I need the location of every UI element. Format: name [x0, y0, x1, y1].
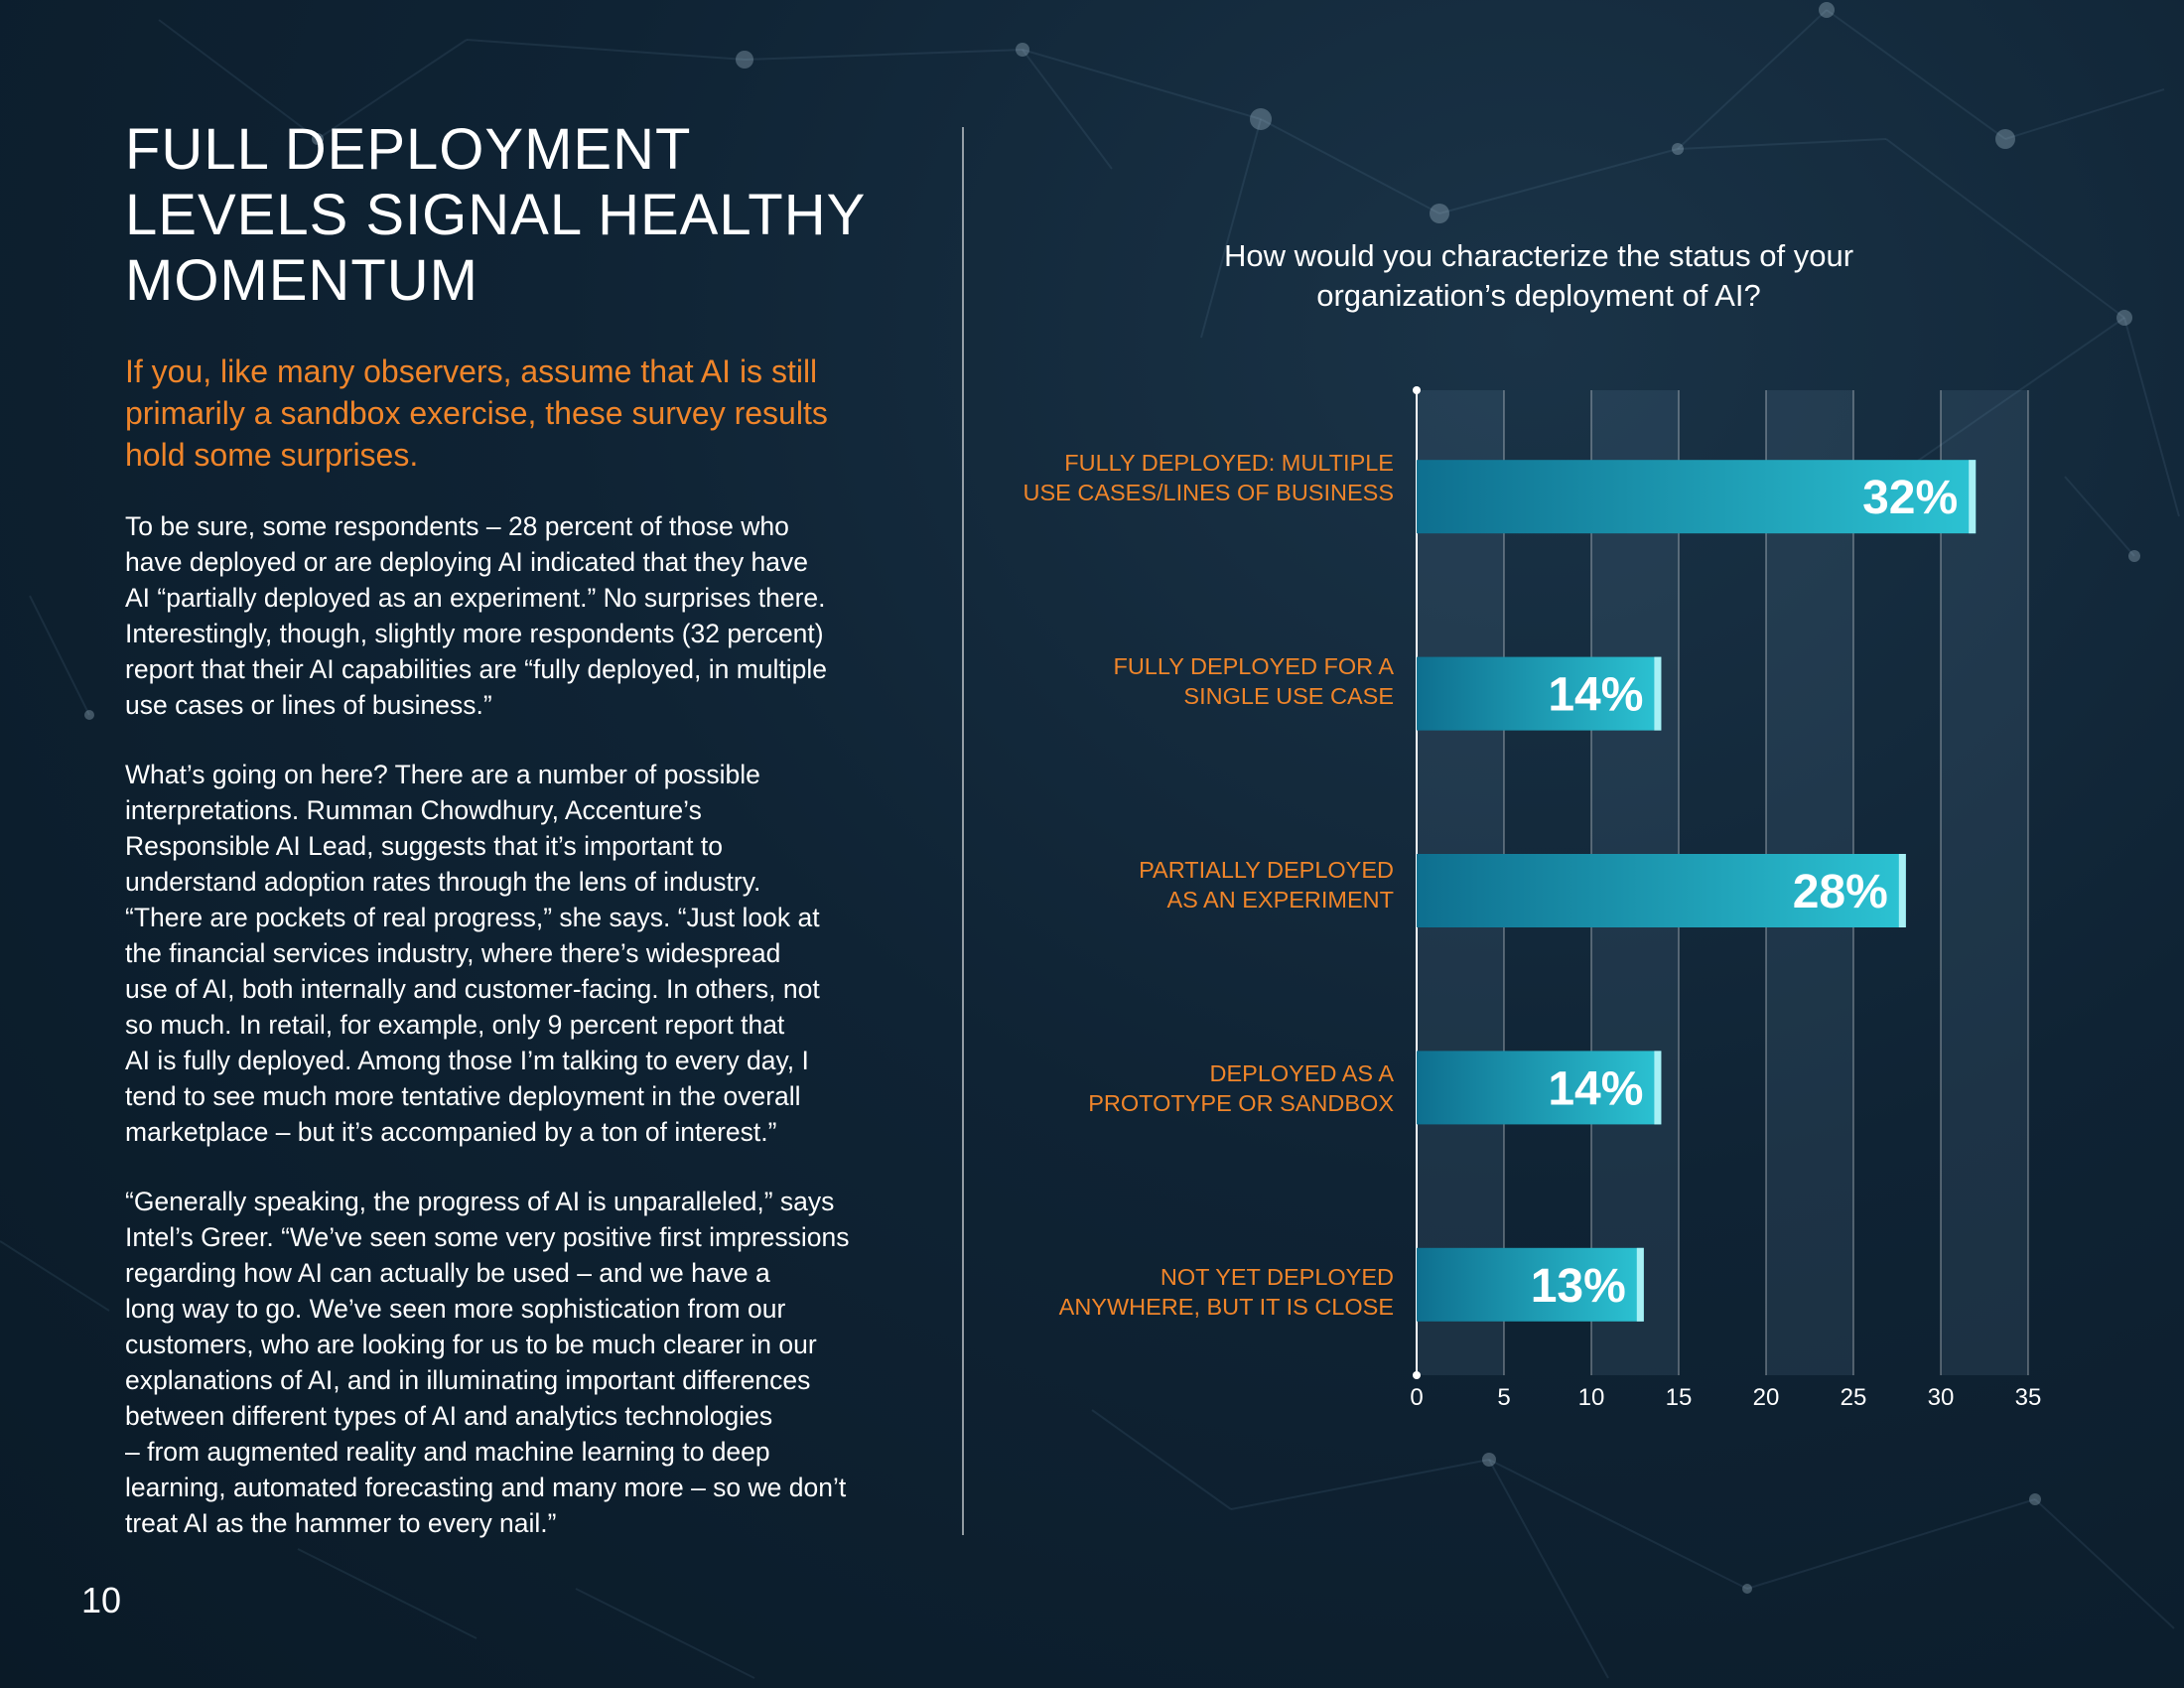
x-tick-label: 10: [1578, 1384, 1605, 1411]
bar: [1417, 656, 1662, 731]
axis-end-dot: [1413, 386, 1421, 394]
x-tick-label: 30: [1928, 1384, 1955, 1411]
body-line: use of AI, both internally and customer-…: [125, 974, 820, 1004]
body-line: AI is fully deployed. Among those I’m ta…: [125, 1046, 809, 1075]
body-line: Intel’s Greer. “We’ve seen some very pos…: [125, 1222, 850, 1252]
body-line: AI “partially deployed as an experiment.…: [125, 583, 826, 613]
body-line: marketplace – but it’s accompanied by a …: [125, 1117, 777, 1147]
bar: [1417, 1247, 1644, 1322]
category-label-line: DEPLOYED AS A: [1209, 1060, 1394, 1086]
bar-value-label: 13%: [1531, 1260, 1626, 1313]
category-label-line: FULLY DEPLOYED FOR A: [1113, 653, 1394, 679]
body-line: so much. In retail, for example, only 9 …: [125, 1010, 785, 1040]
bar: [1417, 460, 1977, 534]
body-line: explanations of AI, and in illuminating …: [125, 1365, 811, 1395]
bar-cap: [1654, 1051, 1662, 1125]
body-line: have deployed or are deploying AI indica…: [125, 547, 809, 577]
body-line: – from augmented reality and machine lea…: [125, 1437, 770, 1467]
bar-value-label: 14%: [1548, 669, 1643, 722]
category-label: FULLY DEPLOYED: MULTIPLE USE CASES/LINES…: [973, 448, 1395, 507]
body-line: To be sure, some respondents – 28 percen…: [125, 511, 789, 541]
category-label-line: USE CASES/LINES OF BUSINESS: [1023, 480, 1395, 505]
body-line: understand adoption rates through the le…: [125, 867, 761, 897]
body-text: To be sure, some respondents – 28 percen…: [125, 508, 939, 1541]
chart-title-line: How would you characterize the status of…: [1223, 238, 1854, 273]
lead-line: If you, like many observers, assume that…: [125, 353, 818, 389]
category-label-line: PROTOTYPE OR SANDBOX: [1088, 1090, 1394, 1116]
body-line: Responsible AI Lead, suggests that it’s …: [125, 831, 724, 861]
title-line: MOMENTUM: [125, 248, 478, 313]
category-label: NOT YET DEPLOYED ANYWHERE, BUT IT IS CLO…: [973, 1262, 1394, 1322]
body-line: interpretations. Rumman Chowdhury, Accen…: [125, 795, 702, 825]
x-tick-label: 35: [2015, 1384, 2042, 1411]
category-label: DEPLOYED AS A PROTOTYPE OR SANDBOX: [973, 1058, 1394, 1118]
category-label-line: ANYWHERE, BUT IT IS CLOSE: [1058, 1294, 1394, 1320]
grid-band: [1941, 390, 2028, 1375]
category-label-line: FULLY DEPLOYED: MULTIPLE: [1064, 450, 1394, 476]
x-tick-label: 25: [1841, 1384, 1867, 1411]
bar: [1417, 854, 1906, 927]
body-line: regarding how AI can actually be used – …: [125, 1258, 770, 1288]
column-divider: [962, 127, 964, 1535]
title-line: LEVELS SIGNAL HEALTHY: [125, 183, 867, 247]
body-line: “There are pockets of real progress,” sh…: [125, 903, 820, 932]
body-line: report that their AI capabilities are “f…: [125, 654, 828, 684]
lead-line: hold some surprises.: [125, 437, 419, 473]
x-tick-label: 20: [1753, 1384, 1780, 1411]
x-tick-label: 5: [1497, 1384, 1510, 1411]
bar-value-label: 28%: [1793, 866, 1888, 918]
category-label-line: PARTIALLY DEPLOYED: [1139, 857, 1394, 883]
axis-end-dot: [1413, 1371, 1421, 1379]
x-tick-label: 15: [1666, 1384, 1693, 1411]
chart-title: How would you characterize the status of…: [1142, 236, 1936, 316]
body-line: between different types of AI and analyt…: [125, 1401, 773, 1431]
x-tick-label: 0: [1410, 1384, 1423, 1411]
bar-cap: [1654, 656, 1662, 731]
chart-title-line: organization’s deployment of AI?: [1316, 278, 1761, 313]
body-line: long way to go. We’ve seen more sophisti…: [125, 1294, 786, 1324]
body-line: the financial services industry, where t…: [125, 938, 781, 968]
category-label-line: SINGLE USE CASE: [1183, 683, 1394, 709]
body-line: What’s going on here? There are a number…: [125, 760, 760, 789]
category-label: PARTIALLY DEPLOYED AS AN EXPERIMENT: [973, 855, 1394, 914]
body-line: use cases or lines of business.”: [125, 690, 492, 720]
lead-line: primarily a sandbox exercise, these surv…: [125, 395, 828, 431]
lead-paragraph: If you, like many observers, assume that…: [125, 351, 899, 476]
category-label-line: NOT YET DEPLOYED: [1160, 1264, 1394, 1290]
page-number: 10: [81, 1580, 122, 1620]
category-label-line: AS AN EXPERIMENT: [1166, 887, 1394, 913]
body-line: tend to see much more tentative deployme…: [125, 1081, 801, 1111]
bar-value-label: 32%: [1862, 472, 1958, 524]
title-line: FULL DEPLOYMENT: [125, 117, 692, 182]
body-line: customers, who are looking for us to be …: [125, 1330, 817, 1359]
page-title: FULL DEPLOYMENT LEVELS SIGNAL HEALTHY MO…: [125, 117, 880, 314]
category-label: FULLY DEPLOYED FOR A SINGLE USE CASE: [973, 651, 1394, 711]
body-line: learning, automated forecasting and many…: [125, 1473, 847, 1502]
body-line: Interestingly, though, slightly more res…: [125, 619, 824, 648]
body-line: treat AI as the hammer to every nail.”: [125, 1508, 557, 1538]
bar-value-label: 14%: [1548, 1062, 1643, 1115]
bar: [1417, 1051, 1662, 1125]
bar-cap: [1636, 1247, 1644, 1322]
bar-cap: [1898, 854, 1906, 927]
bar-cap: [1969, 460, 1977, 534]
body-line: “Generally speaking, the progress of AI …: [125, 1187, 835, 1216]
